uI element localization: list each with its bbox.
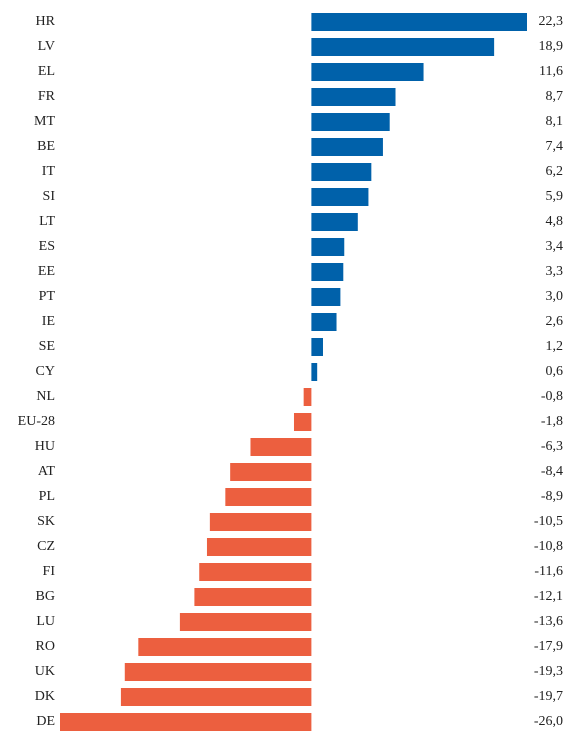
value-label: -26,0 (534, 714, 563, 729)
category-label: HR (36, 14, 56, 29)
category-label: AT (38, 464, 56, 479)
bar (138, 638, 312, 656)
value-label: -8,4 (541, 464, 563, 479)
value-label: 3,4 (546, 239, 564, 254)
bar (209, 513, 312, 531)
category-label: MT (34, 114, 55, 129)
category-label: EL (38, 64, 55, 79)
value-label: 3,3 (546, 264, 564, 279)
bar (179, 613, 312, 631)
category-label: PL (39, 489, 55, 504)
value-label: -19,7 (534, 689, 563, 704)
category-label: LT (39, 214, 55, 229)
category-label: IT (42, 164, 56, 179)
category-label: SK (37, 514, 55, 529)
bar (311, 113, 390, 131)
category-label: PT (39, 289, 56, 304)
bar (311, 338, 323, 356)
bar (311, 288, 341, 306)
value-label: -0,8 (541, 389, 563, 404)
category-label: HU (35, 439, 55, 454)
bar (311, 313, 337, 331)
value-label: 6,2 (546, 164, 564, 179)
bar (311, 163, 372, 181)
bar (120, 688, 312, 706)
bar (311, 363, 318, 381)
category-label: CZ (37, 539, 55, 554)
category-label: LU (36, 614, 55, 629)
category-label: UK (35, 664, 55, 679)
bar (311, 63, 424, 81)
category-label: ES (39, 239, 55, 254)
value-label: 2,6 (546, 314, 564, 329)
category-label: EU-28 (18, 414, 55, 429)
bar (311, 138, 383, 156)
value-label: 0,6 (546, 364, 564, 379)
category-label: CY (36, 364, 55, 379)
bar (311, 213, 358, 231)
bar (311, 188, 369, 206)
bar (194, 588, 312, 606)
category-label: DK (35, 689, 55, 704)
value-label: -1,8 (541, 414, 563, 429)
value-label: -11,6 (534, 564, 563, 579)
value-label: 8,7 (546, 89, 564, 104)
value-label: 11,6 (539, 64, 563, 79)
bar (60, 713, 312, 731)
category-label: RO (36, 639, 55, 654)
category-label: IE (42, 314, 55, 329)
value-label: 8,1 (546, 114, 564, 129)
bar (311, 238, 345, 256)
category-label: SE (39, 339, 55, 354)
value-label: 18,9 (539, 39, 564, 54)
bar (206, 538, 312, 556)
bar (250, 438, 312, 456)
value-label: 4,8 (546, 214, 564, 229)
bar (311, 13, 527, 31)
value-label: -12,1 (534, 589, 563, 604)
category-label: BG (36, 589, 55, 604)
category-label: FI (43, 564, 56, 579)
category-label: NL (36, 389, 55, 404)
value-label: 7,4 (546, 139, 564, 154)
bar (311, 88, 396, 106)
category-label: LV (38, 39, 55, 54)
bar (225, 488, 312, 506)
value-label: 1,2 (546, 339, 564, 354)
category-label: DE (36, 714, 55, 729)
bar (124, 663, 312, 681)
value-label: 22,3 (539, 14, 564, 29)
value-label: 3,0 (546, 289, 564, 304)
bar (293, 413, 312, 431)
value-label: -13,6 (534, 614, 563, 629)
value-label: -17,9 (534, 639, 563, 654)
value-label: 5,9 (546, 189, 564, 204)
bar (303, 388, 312, 406)
bar (199, 563, 312, 581)
category-label: EE (38, 264, 55, 279)
value-label: -19,3 (534, 664, 563, 679)
bar (230, 463, 312, 481)
bar (311, 263, 344, 281)
category-label: BE (37, 139, 55, 154)
bar (311, 38, 495, 56)
value-label: -8,9 (541, 489, 563, 504)
category-label: SI (43, 189, 56, 204)
value-label: -6,3 (541, 439, 563, 454)
value-label: -10,5 (534, 514, 563, 529)
category-label: FR (38, 89, 56, 104)
value-label: -10,8 (534, 539, 563, 554)
